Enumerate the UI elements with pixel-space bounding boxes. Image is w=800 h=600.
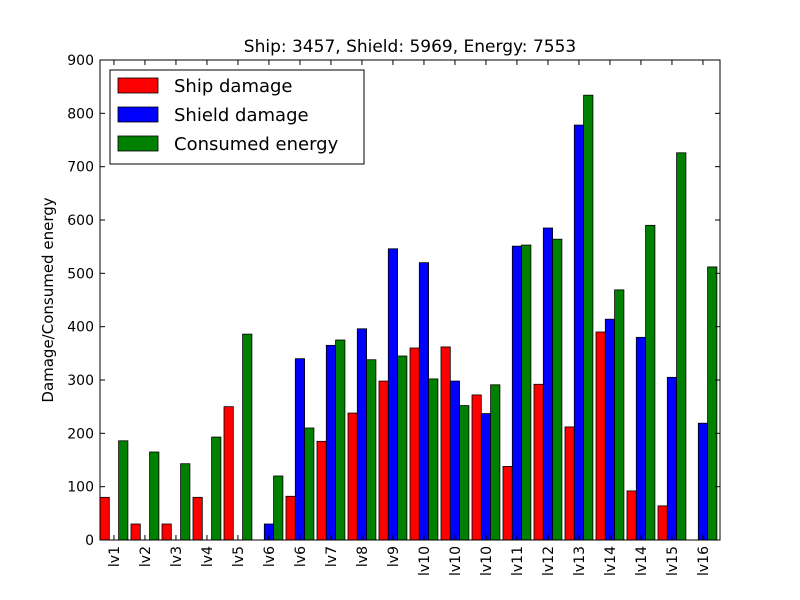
y-tick-label: 700 [67,160,94,176]
x-tick-label: lv5 [231,546,247,567]
bar-ship-damage-17 [595,331,606,541]
bar-shield-damage-12 [449,380,460,541]
legend-label-consumed-energy: Consumed energy [174,134,339,155]
x-tick-label: lv10 [417,546,433,576]
bar-ship-damage-8 [316,440,327,541]
bar-shield-damage-20 [697,422,708,541]
legend-swatch-ship-damage [117,77,159,94]
bar-consumed-energy-3 [180,463,191,541]
x-tick-label: lv14 [634,546,650,576]
bar-ship-damage-11 [409,347,420,541]
bar-consumed-energy-2 [149,451,160,541]
bar-consumed-energy-5 [242,333,253,541]
bar-consumed-energy-6 [273,475,284,541]
chart-title: Ship: 3457, Shield: 5969, Energy: 7553 [244,37,576,57]
y-tick-label: 600 [67,213,94,229]
legend-label-shield-damage: Shield damage [174,105,309,126]
bar-ship-damage-9 [347,412,358,541]
x-tick-label: lv3 [169,546,185,567]
x-tick-label: lv14 [603,546,619,576]
bar-consumed-energy-9 [366,359,377,541]
bar-shield-damage-18 [635,336,646,541]
bar-ship-damage-16 [564,426,575,541]
bar-consumed-energy-20 [707,266,718,541]
legend-items: Ship damage Shield damage Consumed energy [117,76,339,155]
bar-shield-damage-7 [294,358,305,541]
x-tick-label: lv16 [696,546,712,576]
bar-shield-damage-10 [387,248,398,541]
bar-consumed-energy-4 [211,436,222,541]
bars-layer [99,94,718,541]
plot-frame [99,59,721,541]
bar-consumed-energy-14 [521,244,532,541]
x-tick-label: lv7 [324,546,340,567]
bar-consumed-energy-13 [490,384,501,541]
y-tick-label: 0 [85,533,94,549]
bar-ship-damage-1 [99,496,110,541]
y-tick-label: 100 [67,480,94,496]
legend-label-ship-damage: Ship damage [174,76,293,97]
x-tick-label: lv8 [355,546,371,567]
bar-shield-damage-17 [604,318,615,541]
bar-ship-damage-19 [657,505,668,541]
bar-shield-damage-13 [480,413,491,541]
bar-consumed-energy-1 [118,440,129,541]
bar-ship-damage-18 [626,490,637,541]
x-tick-label: lv10 [479,546,495,576]
bar-shield-damage-15 [542,227,553,541]
y-tick-label: 400 [67,320,94,336]
y-axis-label: Damage/Consumed energy [39,197,57,402]
bar-shield-damage-19 [666,376,677,541]
bar-ship-damage-5 [223,406,234,541]
bar-shield-damage-14 [511,245,522,541]
bar-consumed-energy-16 [583,94,594,541]
bar-ship-damage-14 [502,465,513,541]
x-tick-label: lv9 [386,546,402,567]
bar-ship-damage-3 [161,523,172,541]
x-tick-label: lv2 [138,546,154,567]
x-tick-label: lv15 [665,546,681,576]
bar-consumed-energy-7 [304,427,315,541]
bar-shield-damage-9 [356,328,367,541]
ticks-layer: 0 100 200 300 400 500 600 700 800 900 lv1 lv2 lv3 lv4… [67,53,720,576]
bar-consumed-energy-12 [459,405,470,541]
x-tick-label: lv6 [262,546,278,567]
bar-ship-damage-12 [440,346,451,541]
bar-ship-damage-2 [130,523,141,541]
legend-swatch-shield-damage [117,106,159,123]
bar-shield-damage-11 [418,262,429,541]
y-tick-label: 800 [67,106,94,122]
x-tick-label: lv4 [200,546,216,567]
bar-ship-damage-13 [471,394,482,541]
y-tick-label: 900 [67,53,94,69]
bar-consumed-energy-17 [614,289,625,541]
bar-consumed-energy-15 [552,238,563,541]
bar-ship-damage-4 [192,496,203,541]
bar-shield-damage-16 [573,124,584,541]
legend-swatch-consumed-energy [117,135,159,152]
bar-consumed-energy-19 [676,152,687,541]
bar-consumed-energy-11 [428,378,439,541]
bar-consumed-energy-10 [397,355,408,541]
bar-ship-damage-15 [533,383,544,541]
legend: Ship damage Shield damage Consumed energy [109,69,365,165]
y-tick-label: 300 [67,373,94,389]
x-tick-label: lv6 [293,546,309,567]
bar-shield-damage-8 [325,344,336,541]
x-tick-label: lv11 [510,546,526,576]
x-tick-label: lv12 [541,546,557,576]
bar-ship-damage-7 [285,495,296,541]
bar-consumed-energy-8 [335,339,346,541]
bar-ship-damage-10 [378,380,389,541]
y-tick-label: 200 [67,426,94,442]
y-tick-label: 500 [67,266,94,282]
x-tick-label: lv10 [448,546,464,576]
x-tick-label: lv1 [107,546,123,567]
bar-consumed-energy-18 [645,224,656,541]
x-tick-label: lv13 [572,546,588,576]
